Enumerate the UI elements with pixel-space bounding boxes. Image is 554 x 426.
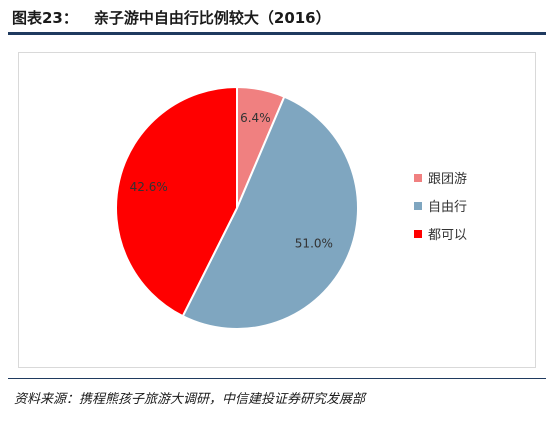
header-rule bbox=[8, 32, 546, 35]
pie-slice-3 bbox=[115, 85, 238, 318]
pie-slice-2 bbox=[181, 95, 359, 330]
legend-label-2: 自由行 bbox=[428, 200, 467, 215]
figure-header: 图表23： 亲子游中自由行比例较大（2016） bbox=[8, 4, 546, 30]
slice-data-label-2: 51.0% bbox=[295, 237, 333, 251]
legend-swatch-3 bbox=[414, 230, 422, 238]
source-note: 资料来源：携程熊孩子旅游大调研，中信建投证券研究发展部 bbox=[14, 392, 366, 407]
footer-rule bbox=[8, 378, 546, 379]
slice-data-label-1: 6.4% bbox=[240, 111, 271, 125]
legend-swatch-1 bbox=[414, 174, 422, 182]
chart-title: 亲子游中自由行比例较大（2016） bbox=[93, 8, 331, 27]
slice-data-label-3: 42.6% bbox=[130, 180, 168, 194]
legend-label-3: 都可以 bbox=[428, 228, 467, 243]
figure-number: 图表23： bbox=[12, 8, 78, 27]
legend-label-1: 跟团游 bbox=[428, 172, 467, 187]
legend-swatch-2 bbox=[414, 202, 422, 210]
